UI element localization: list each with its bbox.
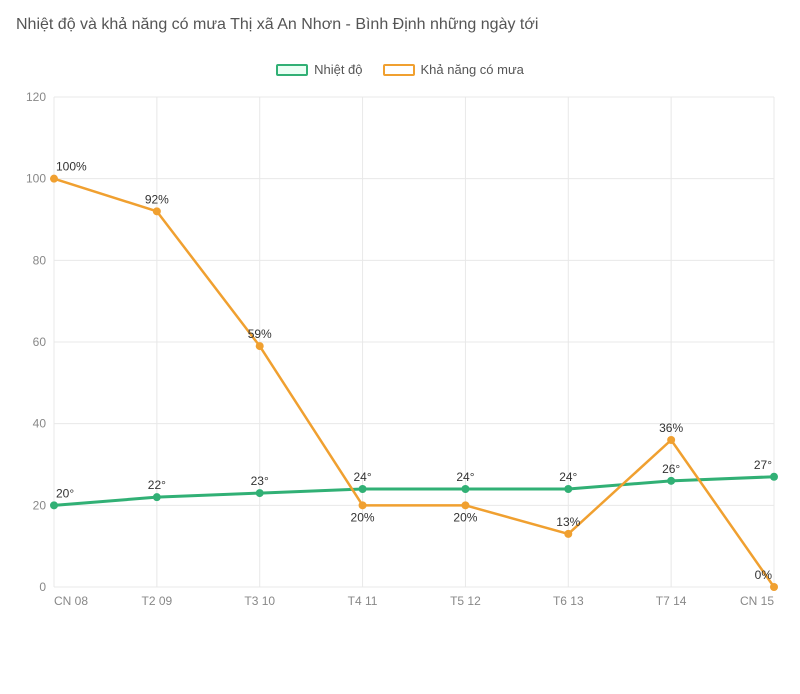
series-point-temperature	[50, 501, 58, 509]
series-point-rain_chance	[50, 175, 58, 183]
point-label-rain: 59%	[248, 327, 272, 341]
series-point-rain_chance	[359, 501, 367, 509]
point-label-rain: 13%	[556, 515, 580, 529]
x-tick-label: T4 11	[348, 594, 378, 608]
x-tick-label: CN 08	[54, 594, 88, 608]
series-point-temperature	[153, 493, 161, 501]
y-tick-label: 80	[33, 253, 47, 267]
weather-chart: Nhiệt độ và khả năng có mưa Thị xã An Nh…	[16, 16, 784, 617]
series-point-temperature	[770, 473, 778, 481]
legend-swatch-rain	[383, 64, 415, 76]
y-tick-label: 120	[26, 90, 46, 104]
point-label-temperature: 24°	[353, 470, 371, 484]
legend-item-temperature: Nhiệt độ	[276, 62, 362, 77]
point-label-rain: 20%	[351, 510, 375, 524]
series-point-temperature	[667, 477, 675, 485]
point-label-temperature: 20°	[56, 486, 74, 500]
series-point-rain_chance	[770, 583, 778, 591]
series-point-rain_chance	[667, 436, 675, 444]
point-label-rain: 36%	[659, 421, 683, 435]
series-point-rain_chance	[256, 342, 264, 350]
y-tick-label: 0	[39, 580, 46, 594]
series-point-rain_chance	[564, 530, 572, 538]
y-tick-label: 20	[33, 498, 47, 512]
x-tick-label: T3 10	[244, 594, 275, 608]
y-tick-label: 60	[33, 335, 47, 349]
point-label-temperature: 22°	[148, 478, 166, 492]
legend-swatch-temperature	[276, 64, 308, 76]
point-label-temperature: 24°	[456, 470, 474, 484]
legend-item-rain: Khả năng có mưa	[383, 62, 524, 77]
x-tick-label: T7 14	[656, 594, 687, 608]
chart-plot-area: 0 20 40 60 80 100 120 CN 08 T2 09 T3 10 T4 11 T5 12…	[16, 87, 784, 617]
point-label-rain: 92%	[145, 192, 169, 206]
point-label-rain: 100%	[56, 160, 87, 174]
x-tick-label: T2 09	[142, 594, 173, 608]
series-point-temperature	[256, 489, 264, 497]
y-tick-label: 100	[26, 172, 46, 186]
series-point-temperature	[564, 485, 572, 493]
series-point-temperature	[359, 485, 367, 493]
point-label-temperature: 26°	[662, 462, 680, 476]
legend-label-rain: Khả năng có mưa	[421, 62, 524, 77]
chart-legend: Nhiệt độ Khả năng có mưa	[16, 62, 784, 77]
point-label-temperature: 24°	[559, 470, 577, 484]
x-tick-label: T6 13	[553, 594, 584, 608]
chart-title: Nhiệt độ và khả năng có mưa Thị xã An Nh…	[16, 16, 784, 34]
series-point-temperature	[461, 485, 469, 493]
chart-svg: 0 20 40 60 80 100 120 CN 08 T2 09 T3 10 T4 11 T5 12…	[16, 87, 784, 617]
legend-label-temperature: Nhiệt độ	[314, 62, 362, 77]
series-line-rain_chance	[54, 179, 774, 587]
x-tick-label: CN 15	[740, 594, 774, 608]
series-point-rain_chance	[153, 207, 161, 215]
point-label-temperature: 27°	[754, 458, 772, 472]
point-label-rain: 0%	[755, 568, 773, 582]
x-tick-label: T5 12	[450, 594, 481, 608]
point-label-temperature: 23°	[251, 474, 269, 488]
y-tick-label: 40	[33, 417, 47, 431]
point-label-rain: 20%	[453, 510, 477, 524]
grid	[54, 97, 774, 587]
series-point-rain_chance	[461, 501, 469, 509]
